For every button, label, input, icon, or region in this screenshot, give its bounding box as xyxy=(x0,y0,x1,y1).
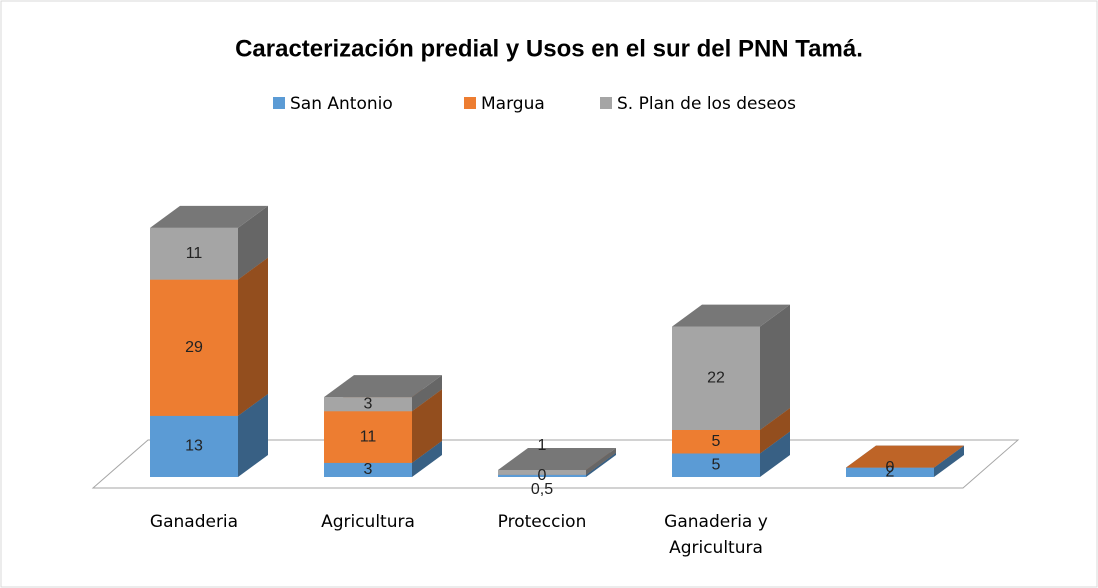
data-label: 3 xyxy=(364,395,373,412)
bar-front xyxy=(324,397,412,412)
bar-front xyxy=(672,453,760,477)
x-tick-label: Ganaderia xyxy=(149,512,239,532)
bar-front xyxy=(324,462,412,477)
legend-swatch xyxy=(273,97,285,109)
bar-side xyxy=(238,257,268,416)
bar-side xyxy=(760,304,790,430)
bar-front xyxy=(150,279,238,416)
bar-front xyxy=(846,467,934,477)
data-label: 29 xyxy=(185,339,203,356)
bar-front xyxy=(672,326,760,430)
bar-side xyxy=(238,205,268,280)
legend-label: Margua xyxy=(481,94,545,114)
bar-top xyxy=(672,304,790,327)
bar-side xyxy=(586,447,616,475)
x-tick-label: Proteccion xyxy=(497,512,587,532)
bar-side xyxy=(412,440,442,477)
data-label: 11 xyxy=(186,245,203,262)
bar-front xyxy=(498,469,586,475)
bar-side xyxy=(238,393,268,477)
bar-side xyxy=(760,431,790,477)
bar-side xyxy=(412,389,442,463)
bar-front xyxy=(672,430,760,454)
data-label: 13 xyxy=(185,438,203,455)
bar-front xyxy=(150,227,238,280)
data-label: 3 xyxy=(364,461,373,478)
bar-top xyxy=(846,445,964,468)
bar-front xyxy=(150,415,238,477)
chart-title: Caracterización predial y Usos en el sur… xyxy=(235,35,863,62)
legend-swatch xyxy=(464,97,476,109)
bar-side xyxy=(934,445,964,477)
legend-swatch xyxy=(600,97,612,109)
bar-top xyxy=(324,375,442,398)
data-label: 5 xyxy=(712,456,721,473)
bar-top xyxy=(150,205,268,228)
data-label: 22 xyxy=(707,370,725,387)
x-tick-label: Agricultura xyxy=(321,512,415,532)
data-label: 0 xyxy=(886,459,895,476)
data-label: 11 xyxy=(360,428,377,445)
legend-label: S. Plan de los deseos xyxy=(617,94,796,114)
bar-front xyxy=(498,474,586,477)
bar-side xyxy=(412,375,442,412)
data-label: 2 xyxy=(886,464,895,481)
legend-label: San Antonio xyxy=(290,94,393,114)
data-label: 5 xyxy=(712,433,721,450)
data-label: 0,5 xyxy=(531,481,553,498)
data-label: 1 xyxy=(538,437,547,454)
data-label: 0 xyxy=(538,467,547,484)
bar-side xyxy=(586,452,616,477)
bar-front xyxy=(324,411,412,463)
x-tick-label: Ganaderia y Agricultura xyxy=(664,512,768,558)
bar-side xyxy=(760,408,790,454)
bar-top xyxy=(498,447,616,470)
